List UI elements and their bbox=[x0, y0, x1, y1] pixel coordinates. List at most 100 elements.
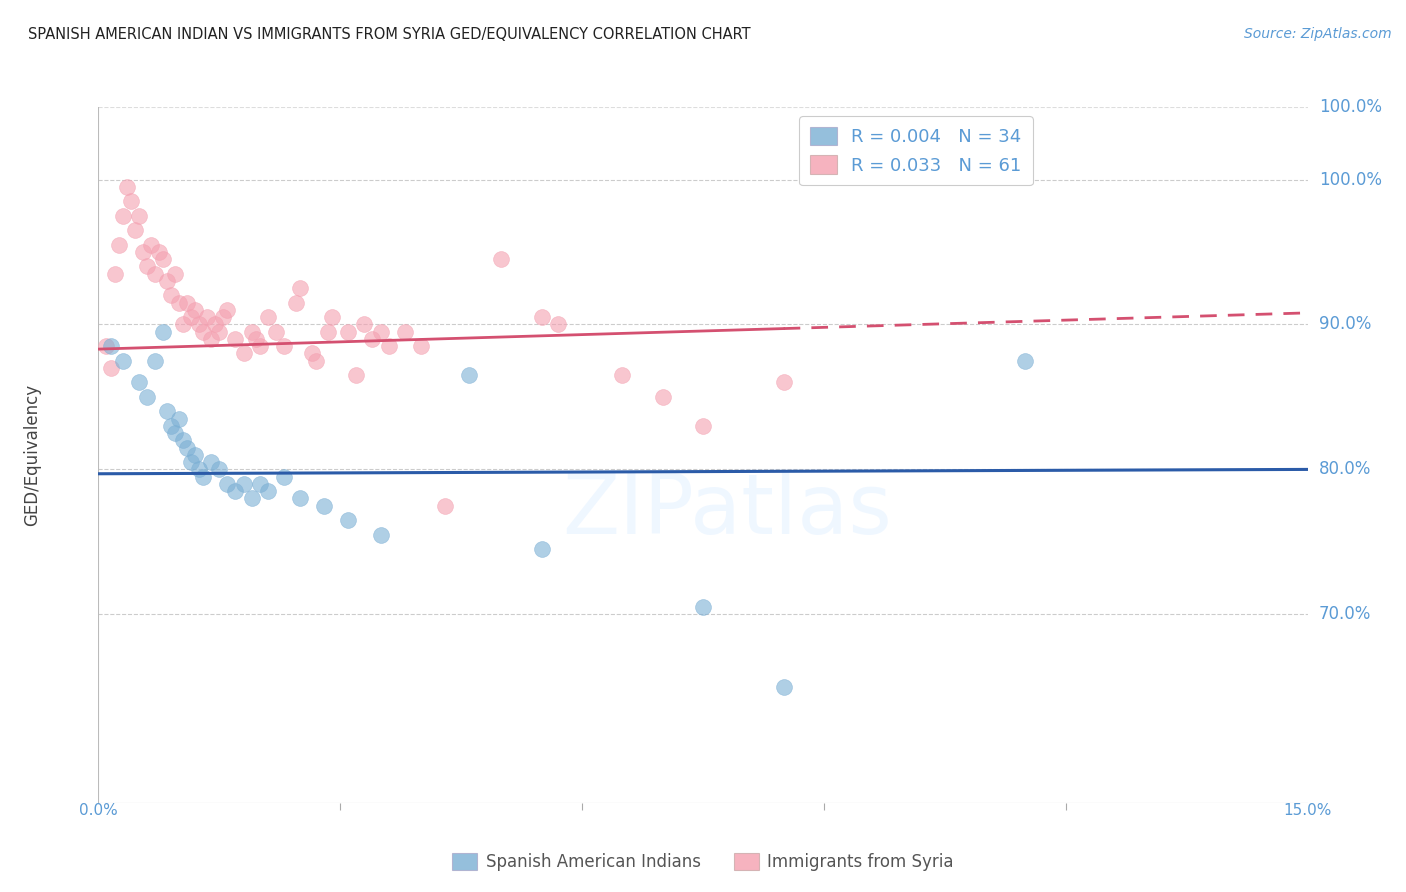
Point bbox=[188, 462, 211, 476]
Point bbox=[273, 469, 295, 483]
Point bbox=[288, 281, 311, 295]
Point bbox=[160, 418, 183, 433]
Point bbox=[208, 325, 231, 339]
Point bbox=[240, 325, 263, 339]
Point bbox=[148, 245, 170, 260]
Point bbox=[107, 237, 129, 252]
Point bbox=[316, 325, 339, 339]
Point bbox=[273, 339, 295, 353]
Text: SPANISH AMERICAN INDIAN VS IMMIGRANTS FROM SYRIA GED/EQUIVALENCY CORRELATION CHA: SPANISH AMERICAN INDIAN VS IMMIGRANTS FR… bbox=[28, 27, 751, 42]
Point bbox=[132, 245, 155, 260]
Point bbox=[135, 390, 157, 404]
Text: 0.0%: 0.0% bbox=[79, 803, 118, 818]
Point bbox=[321, 310, 343, 325]
Point bbox=[156, 274, 179, 288]
Point bbox=[143, 353, 166, 368]
Point bbox=[232, 346, 254, 360]
Point bbox=[377, 339, 399, 353]
Point bbox=[692, 600, 714, 615]
Text: ZIPatlas: ZIPatlas bbox=[562, 470, 893, 551]
Point bbox=[143, 267, 166, 281]
Point bbox=[124, 223, 146, 237]
Text: 80.0%: 80.0% bbox=[1319, 460, 1371, 478]
Point bbox=[249, 339, 271, 353]
Point bbox=[232, 476, 254, 491]
Point bbox=[692, 418, 714, 433]
Text: 100.0%: 100.0% bbox=[1319, 98, 1382, 116]
Point bbox=[212, 310, 235, 325]
Point bbox=[195, 310, 218, 325]
Point bbox=[249, 476, 271, 491]
Point bbox=[184, 303, 207, 318]
Point bbox=[200, 332, 222, 346]
Point bbox=[163, 267, 186, 281]
Point bbox=[353, 318, 375, 332]
Text: 15.0%: 15.0% bbox=[1284, 803, 1331, 818]
Point bbox=[301, 346, 323, 360]
Point bbox=[337, 513, 360, 527]
Point bbox=[337, 325, 360, 339]
Point bbox=[152, 252, 174, 267]
Point bbox=[115, 179, 138, 194]
Point bbox=[409, 339, 432, 353]
Point bbox=[530, 542, 553, 557]
Point bbox=[314, 499, 336, 513]
Text: 100.0%: 100.0% bbox=[1319, 170, 1382, 188]
Point bbox=[208, 462, 231, 476]
Point bbox=[176, 441, 198, 455]
Point bbox=[651, 390, 673, 404]
Point bbox=[256, 484, 278, 499]
Point bbox=[491, 252, 513, 267]
Point bbox=[163, 426, 186, 441]
Point bbox=[100, 361, 122, 376]
Point bbox=[361, 332, 384, 346]
Point bbox=[370, 527, 392, 541]
Point bbox=[772, 680, 794, 694]
Point bbox=[193, 325, 215, 339]
Point bbox=[217, 303, 239, 318]
Text: GED/Equivalency: GED/Equivalency bbox=[22, 384, 41, 526]
Point bbox=[224, 484, 246, 499]
Point bbox=[264, 325, 287, 339]
Point bbox=[96, 339, 118, 353]
Point bbox=[139, 237, 162, 252]
Point bbox=[240, 491, 263, 506]
Point bbox=[288, 491, 311, 506]
Text: 70.0%: 70.0% bbox=[1319, 606, 1371, 624]
Point bbox=[256, 310, 278, 325]
Point bbox=[370, 325, 392, 339]
Text: 90.0%: 90.0% bbox=[1319, 316, 1371, 334]
Point bbox=[100, 339, 122, 353]
Point bbox=[111, 209, 134, 223]
Point bbox=[128, 376, 150, 390]
Point bbox=[193, 469, 215, 483]
Point bbox=[184, 448, 207, 462]
Point bbox=[224, 332, 246, 346]
Point bbox=[200, 455, 222, 469]
Point bbox=[612, 368, 634, 383]
Point bbox=[180, 310, 202, 325]
Point bbox=[305, 353, 328, 368]
Point bbox=[172, 434, 194, 448]
Point bbox=[120, 194, 142, 209]
Point bbox=[167, 295, 190, 310]
Point bbox=[160, 288, 183, 302]
Text: Source: ZipAtlas.com: Source: ZipAtlas.com bbox=[1244, 27, 1392, 41]
Point bbox=[1014, 353, 1036, 368]
Point bbox=[180, 455, 202, 469]
Point bbox=[394, 325, 416, 339]
Point bbox=[176, 295, 198, 310]
Point bbox=[111, 353, 134, 368]
Point bbox=[135, 260, 157, 274]
Point bbox=[547, 318, 569, 332]
Point bbox=[188, 318, 211, 332]
Point bbox=[172, 318, 194, 332]
Point bbox=[152, 325, 174, 339]
Point bbox=[103, 267, 125, 281]
Point bbox=[344, 368, 367, 383]
Point bbox=[217, 476, 239, 491]
Point bbox=[530, 310, 553, 325]
Point bbox=[434, 499, 457, 513]
Point bbox=[167, 411, 190, 425]
Point bbox=[204, 318, 226, 332]
